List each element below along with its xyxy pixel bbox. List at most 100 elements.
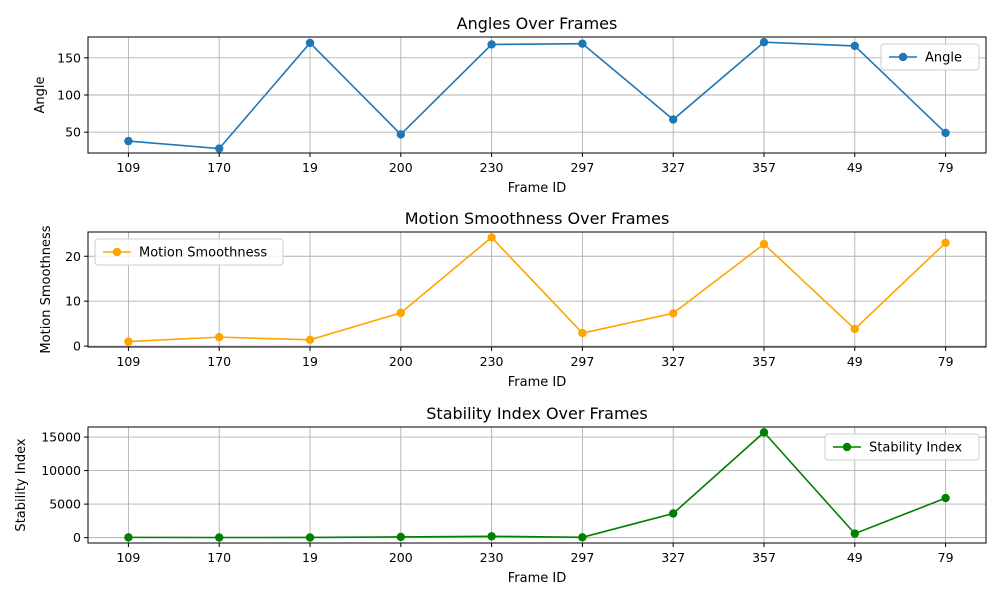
legend-box <box>880 43 980 71</box>
x-tick-label: 79 <box>938 550 954 565</box>
y-tick-label: 15000 <box>41 430 81 445</box>
data-point <box>668 509 678 518</box>
x-tick-label: 297 <box>570 354 594 369</box>
y-tick-label: 20 <box>65 249 81 264</box>
data-point <box>124 337 133 346</box>
data-point <box>215 533 224 542</box>
x-tick-label: 200 <box>389 354 413 369</box>
data-point <box>487 532 496 541</box>
y-tick-label: 0 <box>73 339 81 354</box>
legend: Motion Smoothness <box>94 238 284 266</box>
data-point <box>578 39 587 48</box>
x-axis-label: Frame ID <box>508 375 566 390</box>
data-point <box>578 328 587 338</box>
x-tick-label: 297 <box>570 160 594 175</box>
series-line <box>128 236 947 343</box>
data-point <box>305 533 315 542</box>
chart-title: Angles Over Frames <box>457 14 618 33</box>
data-point <box>850 324 859 334</box>
data-point <box>487 233 496 242</box>
x-tick-label: 230 <box>480 550 504 565</box>
x-tick-label: 200 <box>389 160 413 175</box>
gridlines <box>88 37 986 153</box>
y-axis-label: Angle <box>33 77 48 114</box>
data-point <box>396 532 406 542</box>
data-point <box>124 136 133 146</box>
data-point <box>396 308 406 318</box>
chart-title: Motion Smoothness Over Frames <box>405 209 670 228</box>
y-tick-label: 100 <box>57 88 81 103</box>
data-point <box>759 239 769 249</box>
x-tick-label: 79 <box>938 160 954 175</box>
x-tick-label: 170 <box>207 160 231 175</box>
x-tick-label: 19 <box>302 550 318 565</box>
y-tick-label: 150 <box>57 50 81 65</box>
x-tick-label: 357 <box>752 160 776 175</box>
chart-title: Stability Index Over Frames <box>426 404 647 423</box>
data-point <box>215 332 224 342</box>
x-tick-label: 79 <box>938 354 954 369</box>
x-tick-label: 200 <box>389 550 413 565</box>
data-point <box>850 529 859 538</box>
legend-box <box>94 238 284 266</box>
legend-marker <box>898 52 908 62</box>
x-axis-label: Frame ID <box>508 571 566 586</box>
y-tick-label: 5000 <box>49 497 81 512</box>
data-point <box>759 38 769 47</box>
x-tick-label: 19 <box>302 160 318 175</box>
y-tick-label: 0 <box>73 530 81 545</box>
data-point <box>215 144 224 153</box>
data-point <box>941 128 950 138</box>
x-tick-label: 49 <box>847 550 863 565</box>
x-tick-label: 109 <box>116 160 140 175</box>
y-axis-label: Stability Index <box>14 438 29 531</box>
data-point <box>124 533 133 542</box>
legend-marker <box>112 247 122 257</box>
subplot-1: 109 170 19 200 230 297 327 357 49 79 50 100 150 Angle… <box>33 14 987 196</box>
legend: Angle <box>880 43 980 71</box>
x-tick-label: 357 <box>752 550 776 565</box>
x-tick-label: 170 <box>207 550 231 565</box>
x-axis-label: Frame ID <box>508 181 566 196</box>
data-point <box>941 238 950 247</box>
x-tick-label: 327 <box>661 354 685 369</box>
x-tick-label: 230 <box>480 160 504 175</box>
plot-frame <box>87 231 987 348</box>
legend-marker <box>842 442 852 452</box>
y-tick-label: 10000 <box>41 463 81 478</box>
x-tick-label: 109 <box>116 550 140 565</box>
data-point <box>305 335 315 345</box>
subplot-2: 109 170 19 200 230 297 327 357 49 79 0 10 20 Motion S… <box>39 209 987 390</box>
x-tick-label: 49 <box>847 354 863 369</box>
legend: Stability Index <box>824 433 980 461</box>
legend-label: Stability Index <box>869 441 962 456</box>
legend-label: Motion Smoothness <box>139 246 267 261</box>
data-point <box>396 130 406 139</box>
y-tick-label: 10 <box>65 294 81 309</box>
legend-box <box>824 433 980 461</box>
series-line <box>128 431 946 539</box>
y-tick-label: 50 <box>65 125 81 140</box>
plot-frame <box>87 426 987 544</box>
x-tick-label: 230 <box>480 354 504 369</box>
x-tick-label: 327 <box>661 550 685 565</box>
x-tick-label: 357 <box>752 354 776 369</box>
y-axis-label: Motion Smoothness <box>39 225 54 353</box>
data-point <box>759 428 769 437</box>
data-point <box>487 40 496 49</box>
data-point <box>850 41 859 51</box>
data-point <box>578 533 587 542</box>
data-point <box>668 309 678 318</box>
x-tick-label: 19 <box>302 354 318 369</box>
subplot-3: 109 170 19 200 230 297 327 357 49 79 0 5000 10000 150… <box>14 404 987 586</box>
data-point <box>305 38 315 48</box>
x-tick-label: 49 <box>847 160 863 175</box>
x-tick-label: 170 <box>207 354 231 369</box>
series-line <box>128 41 947 150</box>
legend-label: Angle <box>925 51 962 66</box>
data-point <box>668 115 678 124</box>
x-tick-label: 297 <box>570 550 594 565</box>
x-tick-label: 327 <box>661 160 685 175</box>
data-point <box>941 493 950 503</box>
